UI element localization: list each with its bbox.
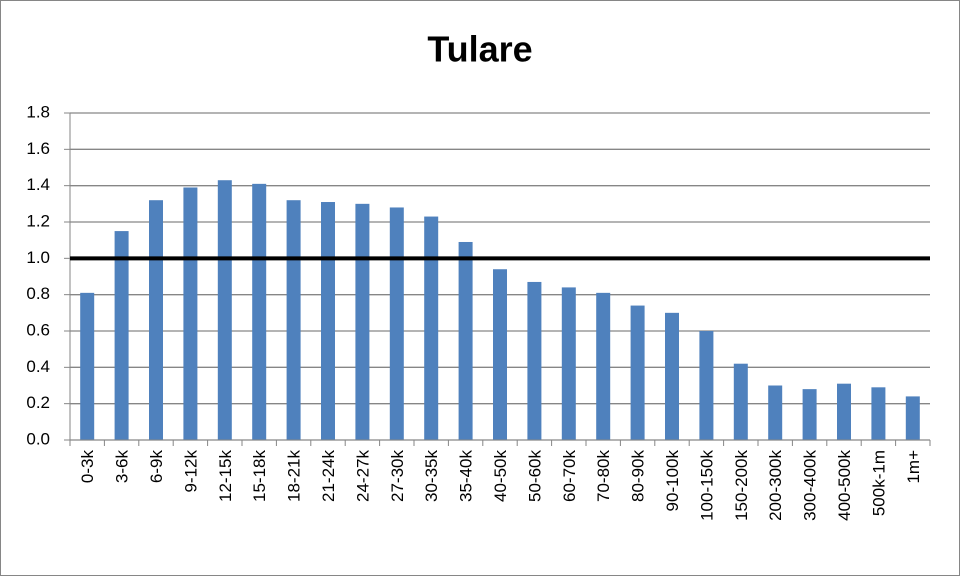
x-tick-label: 15-18k bbox=[250, 450, 269, 502]
bar bbox=[355, 203, 370, 440]
x-tick-label: 70-80k bbox=[594, 450, 613, 502]
bar bbox=[871, 387, 886, 440]
bar bbox=[630, 305, 645, 440]
x-tick-label: 35-40k bbox=[457, 450, 476, 502]
bar bbox=[905, 396, 920, 440]
x-tick-label: 12-15k bbox=[216, 450, 235, 502]
x-tick-label: 100-150k bbox=[697, 450, 716, 521]
x-tick-label: 90-100k bbox=[663, 450, 682, 512]
x-tick-label: 200-300k bbox=[766, 450, 785, 521]
y-tick-label: 1.2 bbox=[26, 211, 50, 230]
x-tick-label: 6-9k bbox=[147, 450, 166, 484]
bar bbox=[802, 389, 817, 440]
bar bbox=[493, 269, 507, 440]
x-tick-label: 50-60k bbox=[525, 450, 544, 502]
x-tick-label: 150-200k bbox=[732, 450, 751, 521]
bar bbox=[183, 187, 198, 440]
bar bbox=[596, 292, 611, 440]
bar bbox=[561, 287, 576, 440]
x-tick-label: 21-24k bbox=[319, 450, 338, 502]
x-tick-label: 500k-1m bbox=[869, 450, 888, 516]
bar bbox=[217, 180, 232, 440]
bar bbox=[733, 363, 748, 440]
bar bbox=[252, 183, 267, 440]
bar bbox=[149, 200, 163, 440]
bar bbox=[114, 231, 129, 440]
y-tick-label: 0.8 bbox=[26, 284, 50, 303]
y-tick-label: 0.4 bbox=[26, 357, 50, 376]
x-tick-label: 60-70k bbox=[560, 450, 579, 502]
y-tick-label: 0.6 bbox=[26, 320, 50, 339]
bar bbox=[458, 241, 473, 440]
x-tick-label: 9-12k bbox=[181, 450, 200, 493]
x-tick-label: 30-35k bbox=[422, 450, 441, 502]
x-tick-label: 40-50k bbox=[491, 450, 510, 502]
bar bbox=[286, 200, 301, 440]
x-tick-label: 80-90k bbox=[629, 450, 648, 502]
y-tick-label: 0.0 bbox=[26, 429, 50, 448]
x-tick-label: 3-6k bbox=[113, 450, 132, 484]
bar bbox=[321, 202, 335, 440]
chart-title: Tulare bbox=[427, 29, 532, 70]
bar bbox=[665, 312, 679, 440]
x-tick-label: 24-27k bbox=[353, 450, 372, 502]
x-tick-label: 400-500k bbox=[835, 450, 854, 521]
bar bbox=[80, 292, 95, 440]
x-tick-label: 1m+ bbox=[904, 450, 923, 484]
bar bbox=[768, 385, 783, 440]
y-tick-label: 1.8 bbox=[26, 102, 50, 121]
x-tick-label: 300-400k bbox=[801, 450, 820, 521]
y-tick-label: 1.0 bbox=[26, 248, 50, 267]
bar bbox=[837, 383, 851, 440]
bar bbox=[527, 281, 542, 440]
bar bbox=[424, 216, 439, 440]
x-tick-label: 0-3k bbox=[78, 450, 97, 484]
x-tick-label: 27-30k bbox=[388, 450, 407, 502]
y-tick-label: 1.6 bbox=[26, 139, 50, 158]
bar bbox=[389, 207, 404, 440]
bar bbox=[699, 331, 714, 440]
y-tick-label: 0.2 bbox=[26, 393, 50, 412]
y-tick-label: 1.4 bbox=[26, 175, 50, 194]
x-tick-label: 18-21k bbox=[285, 450, 304, 502]
